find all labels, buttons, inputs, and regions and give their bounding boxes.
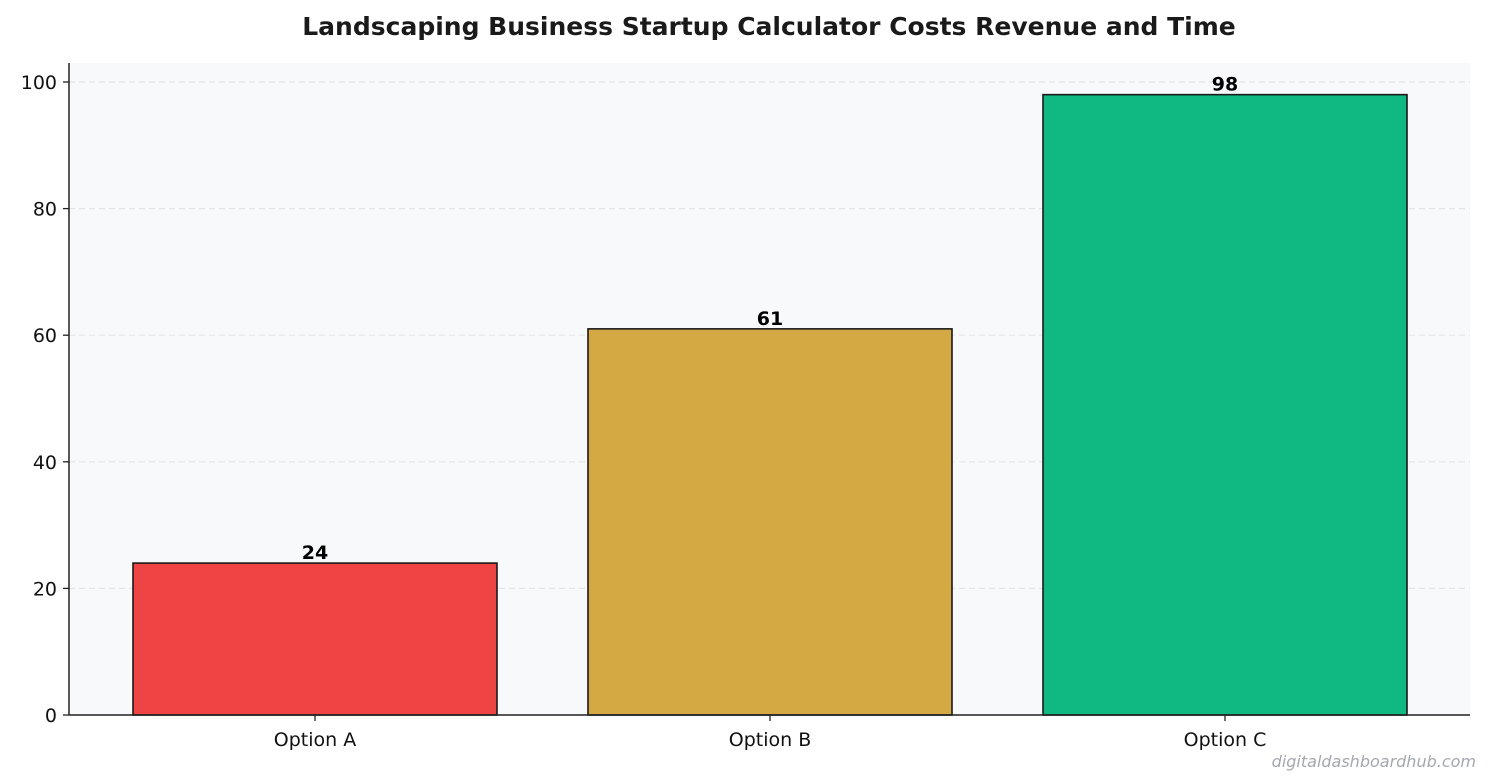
chart-title: Landscaping Business Startup Calculator … bbox=[302, 12, 1236, 41]
x-tick-label: Option C bbox=[1184, 729, 1267, 751]
bar-option-c bbox=[1042, 93, 1408, 716]
data-label: 98 bbox=[1212, 74, 1238, 96]
watermark-text: digitaldashboardhub.com bbox=[1271, 752, 1476, 771]
data-label: 24 bbox=[302, 542, 328, 564]
y-tick-label: 40 bbox=[33, 452, 57, 474]
y-tick-label: 60 bbox=[33, 325, 57, 347]
y-tick-label: 100 bbox=[21, 72, 57, 94]
x-tick-label: Option B bbox=[729, 729, 812, 751]
bar-option-a bbox=[132, 562, 498, 716]
y-tick-label: 0 bbox=[45, 705, 57, 727]
y-tick-label: 80 bbox=[33, 199, 57, 221]
y-tick-label: 20 bbox=[33, 578, 57, 600]
bars bbox=[132, 93, 1408, 716]
x-tick-label: Option A bbox=[274, 729, 356, 751]
axes: Option A Option B Option C 0 20 40 60 80 100 bbox=[21, 63, 1470, 751]
bar-option-b bbox=[587, 328, 953, 716]
data-labels: 24 61 98 bbox=[302, 74, 1238, 564]
data-label: 61 bbox=[757, 308, 783, 330]
